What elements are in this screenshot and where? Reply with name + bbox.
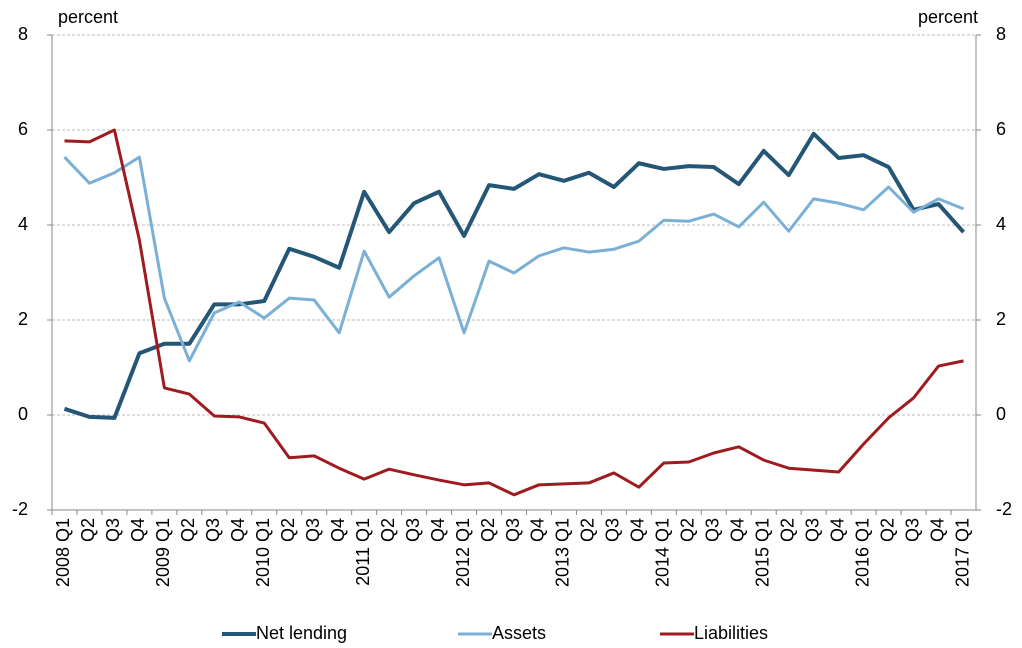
x-tick-label: Q4 (128, 518, 148, 542)
y-tick-label: 8 (18, 24, 28, 44)
x-tick-label: Q2 (678, 518, 698, 542)
x-tick-label: Q4 (228, 518, 248, 542)
x-tick-label: Q2 (378, 518, 398, 542)
series-line (63, 131, 966, 420)
x-tick-label: Q3 (203, 518, 223, 542)
x-tick-label: Q3 (902, 518, 922, 542)
x-tick-label: 2012 Q1 (453, 518, 473, 587)
x-tick-label: Q2 (777, 518, 797, 542)
y-axis-label: percent (58, 7, 118, 27)
y2-tick-label: 8 (996, 24, 1006, 44)
x-tick-label: Q4 (827, 518, 847, 542)
x-tick-label: 2016 Q1 (852, 518, 872, 587)
x-tick-label: 2011 Q1 (353, 518, 373, 586)
x-tick-label: Q4 (328, 518, 348, 542)
legend-label: Liabilities (694, 623, 768, 643)
x-tick-label: Q3 (703, 518, 723, 542)
x-tick-label: 2013 Q1 (553, 518, 573, 587)
y2-tick-label: -2 (996, 499, 1012, 519)
y2-tick-label: 4 (996, 214, 1006, 234)
x-tick-label: Q4 (528, 518, 548, 542)
y-tick-label: 4 (18, 214, 28, 234)
y-tick-label: 6 (18, 119, 28, 139)
x-tick-label: Q3 (503, 518, 523, 542)
legend-label: Assets (492, 623, 546, 643)
x-tick-label: Q4 (428, 518, 448, 542)
y2-axis-label: percent (918, 7, 978, 27)
x-tick-label: Q2 (877, 518, 897, 542)
x-tick-label: Q4 (728, 518, 748, 542)
x-tick-label: Q3 (802, 518, 822, 542)
legend-label: Net lending (256, 623, 347, 643)
x-tick-label: 2008 Q1 (53, 518, 73, 587)
x-tick-label: 2009 Q1 (153, 518, 173, 587)
y-tick-label: -2 (12, 499, 28, 519)
x-tick-label: 2014 Q1 (653, 518, 673, 587)
x-tick-label: 2015 Q1 (752, 518, 772, 587)
x-tick-label: Q3 (603, 518, 623, 542)
series-line (64, 128, 964, 497)
x-tick-label: Q3 (303, 518, 323, 542)
x-tick-label: 2017 Q1 (952, 518, 972, 587)
y-tick-label: 0 (18, 404, 28, 424)
x-tick-label: Q3 (103, 518, 123, 542)
y-tick-label: 2 (18, 309, 28, 329)
series-line (63, 155, 965, 363)
y2-tick-label: 0 (996, 404, 1006, 424)
x-tick-label: Q2 (578, 518, 598, 542)
x-tick-label: Q4 (628, 518, 648, 542)
x-tick-label: Q3 (403, 518, 423, 542)
y2-tick-label: 2 (996, 309, 1006, 329)
y2-tick-label: 6 (996, 119, 1006, 139)
x-tick-label: Q2 (278, 518, 298, 542)
x-tick-label: Q2 (78, 518, 98, 542)
x-tick-label: Q4 (927, 518, 947, 542)
x-tick-label: 2010 Q1 (253, 518, 273, 587)
x-tick-label: Q2 (478, 518, 498, 542)
x-tick-label: Q2 (178, 518, 198, 542)
